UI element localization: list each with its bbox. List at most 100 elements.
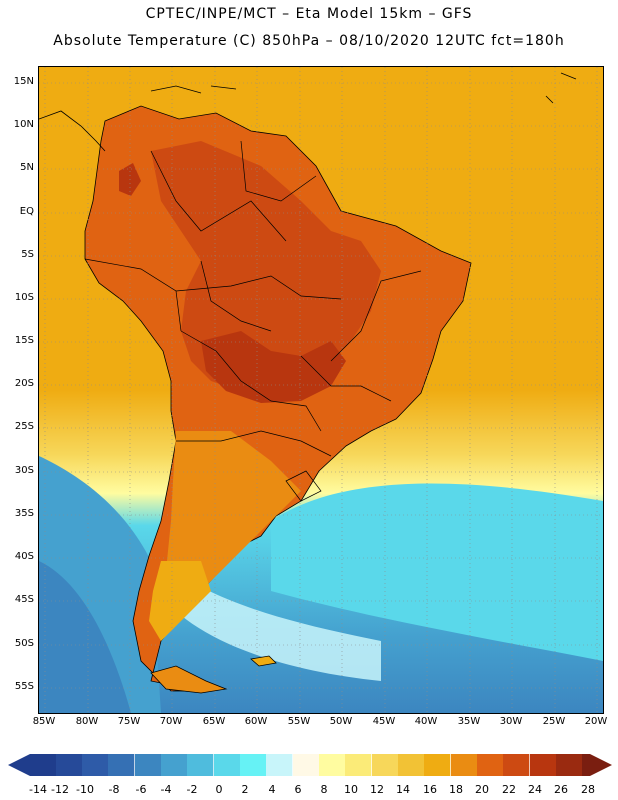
colorbar-swatch <box>293 754 320 776</box>
lon-label-35w: 35W <box>457 716 481 727</box>
colorbar-swatch <box>108 754 135 776</box>
colorbar-swatch <box>582 754 590 776</box>
border-line <box>330 270 422 362</box>
lon-label-60w: 60W <box>244 716 268 727</box>
temperature-field-svg <box>39 67 603 713</box>
lon-label-45w: 45W <box>372 716 396 727</box>
colorbar <box>8 754 612 776</box>
colorbar-swatch <box>451 754 478 776</box>
patagonia-land <box>149 561 211 641</box>
colorbar-label: 0 <box>215 783 223 796</box>
central-america <box>39 110 106 152</box>
lon-label-25w: 25W <box>542 716 566 727</box>
lat-label-10n: 10N <box>13 119 34 130</box>
pale-band <box>161 561 381 681</box>
southern-land-cooler <box>166 431 301 601</box>
lon-label-50w: 50W <box>329 716 353 727</box>
colorbar-swatch <box>319 754 346 776</box>
colorbar-label: 10 <box>344 783 358 796</box>
lat-label-10s: 10S <box>14 292 34 303</box>
lat-label-30s: 30S <box>14 465 34 476</box>
temperature-map <box>38 66 604 714</box>
colorbar-label: 4 <box>268 783 276 796</box>
caribbean-islands <box>150 72 577 104</box>
lat-label-50s: 50S <box>14 638 34 649</box>
lat-label-35s: 35S <box>14 508 34 519</box>
border-line <box>300 355 392 402</box>
lat-label-5s: 5S <box>21 249 34 260</box>
colorbar-label: 18 <box>449 783 463 796</box>
colorbar-swatch <box>240 754 267 776</box>
colorbar-swatch <box>372 754 399 776</box>
colorbar-label: 6 <box>294 783 302 796</box>
border-line <box>175 275 342 300</box>
colorbar-swatch <box>82 754 109 776</box>
colorbar-label: 12 <box>370 783 384 796</box>
colorbar-label: -2 <box>186 783 198 796</box>
colorbar-label: 24 <box>528 783 542 796</box>
lat-label-15s: 15S <box>14 335 34 346</box>
colorbar-swatch <box>56 754 83 776</box>
lon-label-30w: 30W <box>499 716 523 727</box>
border-line <box>176 430 332 457</box>
lon-label-80w: 80W <box>75 716 99 727</box>
border-line <box>200 260 272 332</box>
country-borders <box>84 140 422 502</box>
lake-outline <box>285 470 322 502</box>
colorbar-label: 16 <box>423 783 437 796</box>
colorbar-swatch <box>503 754 530 776</box>
colorbar-swatch <box>135 754 162 776</box>
lat-label-55s: 55S <box>14 681 34 692</box>
lon-label-65w: 65W <box>202 716 226 727</box>
lat-label-40s: 40S <box>14 551 34 562</box>
colorbar-label: 28 <box>581 783 595 796</box>
colorbar-label: 2 <box>241 783 249 796</box>
colorbar-arrow-right <box>590 754 612 776</box>
colorbar-swatch <box>398 754 425 776</box>
colorbar-swatch <box>161 754 188 776</box>
hot-core-north <box>151 141 381 396</box>
map-subtitle: Absolute Temperature (C) 850hPa – 08/10/… <box>53 33 565 49</box>
lat-label-15n: 15N <box>13 76 34 87</box>
border-line <box>150 150 287 242</box>
colorbar-label: -4 <box>160 783 172 796</box>
colorbar-label: 8 <box>320 783 328 796</box>
lon-label-20w: 20W <box>584 716 608 727</box>
colorbar-swatch <box>424 754 451 776</box>
colder-pacific-band <box>39 561 131 713</box>
colorbar-label: -10 <box>76 783 94 796</box>
colorbar-swatch <box>477 754 504 776</box>
colorbar-swatch <box>556 754 583 776</box>
colorbar-label: -6 <box>135 783 147 796</box>
border-line <box>240 140 317 202</box>
border-line <box>180 330 322 432</box>
cyan-atlantic-tongue <box>271 483 603 661</box>
lat-label-45s: 45S <box>14 594 34 605</box>
colorbar-label: 20 <box>475 783 489 796</box>
colorbar-swatch <box>530 754 557 776</box>
colorbar-label: 26 <box>554 783 568 796</box>
colorbar-label: -12 <box>51 783 69 796</box>
lon-label-70w: 70W <box>159 716 183 727</box>
map-title: CPTEC/INPE/MCT – Eta Model 15km – GFS <box>145 6 473 22</box>
lon-label-55w: 55W <box>287 716 311 727</box>
falkland-islands <box>250 655 277 667</box>
colorbar-label: -8 <box>108 783 120 796</box>
lat-label-20s: 20S <box>14 378 34 389</box>
colorbar-swatch <box>214 754 241 776</box>
colorbar-arrow-left <box>8 754 30 776</box>
colorbar-label: -14 <box>29 783 47 796</box>
colorbar-swatch <box>187 754 214 776</box>
colorbar-swatch <box>266 754 293 776</box>
lat-label-25s: 25S <box>14 421 34 432</box>
colorbar-swatch <box>345 754 372 776</box>
border-line <box>84 258 182 332</box>
colorbar-swatch <box>30 754 57 776</box>
colorbar-label: 22 <box>502 783 516 796</box>
hottest-core <box>201 331 346 403</box>
lon-label-85w: 85W <box>32 716 56 727</box>
lon-label-40w: 40W <box>414 716 438 727</box>
lat-label-eq: EQ <box>19 206 34 217</box>
colorbar-label: 14 <box>396 783 410 796</box>
lat-label-5n: 5N <box>20 162 34 173</box>
